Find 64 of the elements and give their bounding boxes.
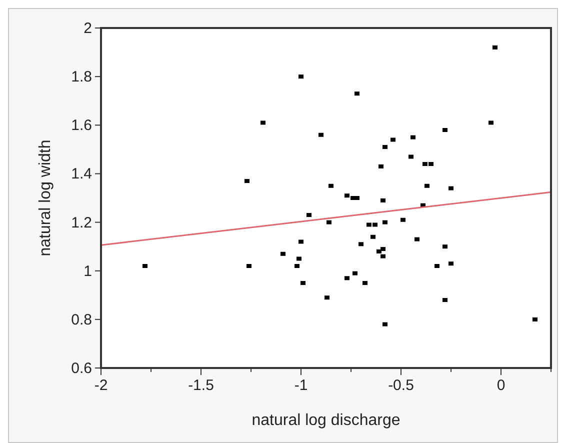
point — [442, 128, 448, 132]
point — [370, 234, 376, 239]
point — [390, 138, 396, 142]
point — [306, 213, 312, 217]
y-tick-label: 1.8 — [71, 68, 92, 86]
point — [298, 74, 304, 79]
y-tick-label: 0.8 — [71, 311, 92, 328]
point — [448, 186, 454, 190]
x-tick-label: 0 — [496, 377, 506, 394]
point — [400, 218, 406, 222]
x-axis-title: natural log discharge — [252, 412, 400, 429]
point — [492, 45, 498, 50]
point — [294, 264, 300, 268]
point — [362, 281, 368, 285]
point — [372, 222, 378, 227]
point — [280, 252, 286, 256]
y-tick-label: 1.2 — [71, 214, 92, 232]
y-axis-title: natural log width — [37, 140, 54, 256]
point — [296, 256, 302, 261]
point — [442, 244, 448, 249]
point — [428, 162, 434, 166]
point — [414, 237, 420, 242]
point — [358, 242, 364, 246]
point — [326, 220, 332, 224]
point — [328, 184, 334, 188]
y-tick-label: 2 — [84, 20, 92, 37]
point — [448, 262, 454, 266]
point — [380, 198, 386, 202]
point — [260, 120, 266, 125]
point — [376, 249, 382, 254]
point — [532, 317, 538, 322]
x-tick-label: -0.5 — [388, 377, 414, 394]
point — [298, 240, 304, 244]
point — [352, 271, 358, 276]
point — [366, 222, 372, 227]
point — [422, 162, 428, 166]
point — [382, 145, 388, 149]
point — [324, 296, 330, 300]
point — [344, 276, 350, 280]
x-tick-label: -2 — [94, 377, 108, 394]
point — [424, 184, 430, 188]
point — [318, 132, 324, 137]
point — [380, 247, 386, 251]
point — [354, 92, 360, 96]
point — [380, 254, 386, 258]
point — [344, 194, 350, 198]
y-tick-label: 1.4 — [71, 166, 92, 183]
point — [434, 264, 440, 268]
point — [378, 164, 384, 168]
y-tick-label: 1 — [84, 262, 92, 280]
point — [300, 281, 306, 285]
point — [382, 322, 388, 326]
point — [244, 179, 250, 183]
point — [382, 220, 388, 224]
point — [142, 264, 148, 268]
point — [408, 154, 414, 159]
point — [442, 298, 448, 302]
point — [488, 120, 494, 125]
x-tick-label: -1.5 — [188, 377, 214, 394]
x-tick-label: -1 — [294, 377, 308, 394]
point — [410, 135, 416, 140]
y-tick-label: 1.6 — [71, 117, 92, 134]
point — [246, 264, 252, 268]
y-tick-label: 0.6 — [71, 360, 92, 377]
